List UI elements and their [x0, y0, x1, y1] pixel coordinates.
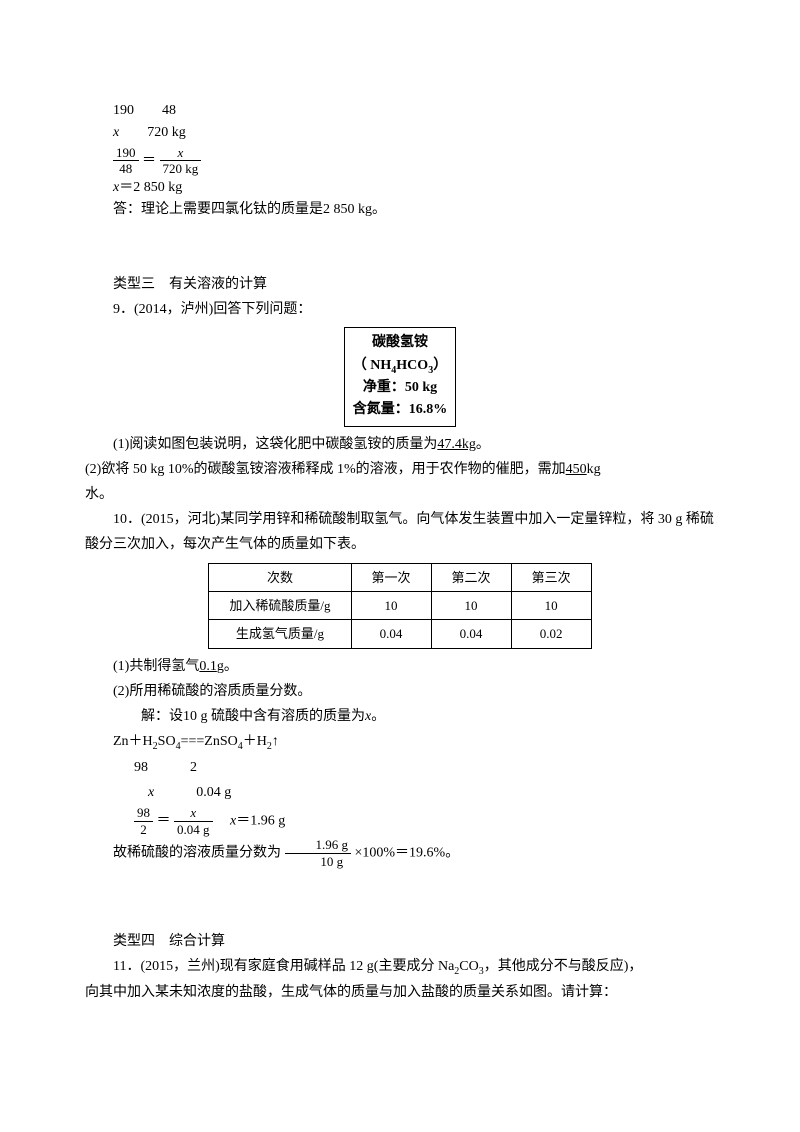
- question-part: (1)阅读如图包装说明，这袋化肥中碳酸氢铵的质量为47.4kg。: [85, 432, 715, 457]
- calc-answer: 答：理论上需要四氯化钛的质量是2 850 kg。: [113, 199, 715, 221]
- calc-fraction-row: 19048 ＝ x720 kg: [113, 145, 715, 177]
- table-row: 加入稀硫酸质量/g101010: [209, 592, 591, 620]
- section-title: 类型三 有关溶液的计算: [85, 272, 715, 297]
- data-table: 次数第一次第二次第三次 加入稀硫酸质量/g101010 生成氢气质量/g0.04…: [208, 563, 591, 649]
- calc-row: x 0.04 g: [148, 780, 715, 805]
- answer-blank: 47.4kg: [437, 437, 476, 452]
- answer-blank: 450: [566, 462, 587, 477]
- calc-fraction-row: 982 ＝ x0.04 g x＝1.96 g: [134, 805, 715, 837]
- calc-row: 98 2: [134, 755, 715, 780]
- table-row: 次数第一次第二次第三次: [209, 563, 591, 591]
- question-intro-cont: 向其中加入某未知浓度的盐酸，生成气体的质量与加入盐酸的质量关系如图。请计算：: [85, 980, 715, 1005]
- question-part: (1)共制得氢气0.1g。: [85, 654, 715, 679]
- solution-intro: 解：设10 g 硫酸中含有溶质的质量为x。: [85, 704, 715, 729]
- calc-row: 190 48: [113, 100, 715, 122]
- equation: Zn＋H2SO4===ZnSO4＋H2↑: [85, 729, 715, 754]
- calc-result: x＝2 850 kg: [113, 177, 715, 199]
- section-title: 类型四 综合计算: [85, 929, 715, 954]
- question-part-cont: 水。: [85, 482, 715, 507]
- question-part: (2)所用稀硫酸的溶质质量分数。: [85, 679, 715, 704]
- question-part: (2)欲将 50 kg 10%的碳酸氢铵溶液稀释成 1%的溶液，用于农作物的催肥…: [85, 457, 715, 482]
- question-intro: 11．(2015，兰州)现有家庭食用碱样品 12 g(主要成分 Na2CO3，其…: [85, 954, 715, 979]
- question-intro: 9．(2014，泸州)回答下列问题：: [85, 297, 715, 322]
- info-box: 碳酸氢铵 （ NH4HCO3） 净重：50 kg 含氮量：16.8%: [85, 327, 715, 427]
- answer-blank: 0.1: [199, 659, 217, 674]
- calc-row: x 720 kg: [113, 122, 715, 144]
- solution-final: 故稀硫酸的溶液质量分数为 1.96 g10 g ×100%＝19.6%。: [85, 837, 715, 869]
- table-row: 生成氢气质量/g0.040.040.02: [209, 620, 591, 648]
- question-intro: 10．(2015，河北)某同学用锌和稀硫酸制取氢气。向气体发生装置中加入一定量锌…: [85, 507, 715, 557]
